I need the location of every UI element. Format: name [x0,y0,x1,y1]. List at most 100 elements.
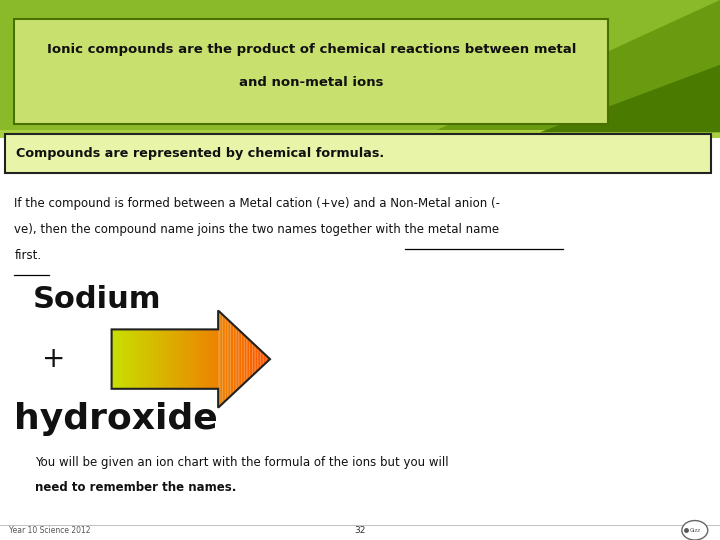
Polygon shape [212,329,213,389]
Polygon shape [156,329,158,389]
Polygon shape [241,332,243,386]
Polygon shape [251,341,253,377]
Polygon shape [172,329,174,389]
Text: ve), then the compound name joins the two names together with the metal name: ve), then the compound name joins the tw… [14,223,500,236]
Polygon shape [117,329,118,389]
Polygon shape [249,340,251,379]
Polygon shape [189,329,191,389]
Text: +: + [42,345,65,373]
FancyBboxPatch shape [14,19,608,124]
Polygon shape [262,352,264,367]
Polygon shape [159,329,161,389]
Polygon shape [232,323,233,395]
Polygon shape [132,329,134,389]
FancyBboxPatch shape [5,134,711,173]
Polygon shape [142,329,143,389]
Polygon shape [175,329,176,389]
Polygon shape [218,310,220,408]
Polygon shape [137,329,138,389]
Polygon shape [254,345,256,374]
Polygon shape [213,329,215,389]
Text: You will be given an ion chart with the formula of the ions but you will: You will be given an ion chart with the … [35,456,448,469]
Polygon shape [125,329,126,389]
Polygon shape [138,329,140,389]
Polygon shape [153,329,154,389]
Circle shape [682,521,708,540]
Polygon shape [197,329,199,389]
Polygon shape [166,329,167,389]
Polygon shape [237,328,238,390]
Polygon shape [176,329,178,389]
Polygon shape [181,329,183,389]
Text: Year 10 Science 2012: Year 10 Science 2012 [9,526,90,535]
Text: need to remember the names.: need to remember the names. [35,481,236,494]
Polygon shape [186,329,188,389]
Polygon shape [261,350,262,368]
Polygon shape [112,329,113,389]
Polygon shape [216,329,217,389]
Polygon shape [135,329,137,389]
Polygon shape [168,329,170,389]
Polygon shape [161,329,162,389]
Polygon shape [243,334,245,384]
Polygon shape [204,329,205,389]
Polygon shape [151,329,153,389]
Polygon shape [191,329,192,389]
Polygon shape [257,347,259,371]
Polygon shape [183,329,184,389]
Polygon shape [167,329,168,389]
Polygon shape [225,318,228,401]
Polygon shape [188,329,189,389]
Polygon shape [248,338,249,380]
Polygon shape [267,356,269,362]
Polygon shape [134,329,135,389]
Polygon shape [200,329,202,389]
Polygon shape [164,329,166,389]
Polygon shape [235,326,237,392]
Polygon shape [224,316,225,402]
Text: If the compound is formed between a Metal cation (+ve) and a Non-Metal anion (-: If the compound is formed between a Meta… [14,197,500,210]
Polygon shape [162,329,164,389]
Polygon shape [127,329,129,389]
Text: Gizz: Gizz [689,528,701,533]
Polygon shape [113,329,114,389]
Text: 32: 32 [354,526,366,535]
Polygon shape [245,335,246,383]
Polygon shape [154,329,156,389]
Polygon shape [432,0,720,132]
Polygon shape [199,329,200,389]
Polygon shape [253,343,254,375]
Polygon shape [233,325,235,393]
Polygon shape [122,329,125,389]
Polygon shape [205,329,207,389]
Text: first.: first. [14,249,42,262]
Polygon shape [265,355,267,363]
Polygon shape [256,346,257,373]
Polygon shape [180,329,181,389]
Polygon shape [184,329,186,389]
FancyBboxPatch shape [0,0,720,132]
Polygon shape [269,357,270,361]
Text: Ionic compounds are the product of chemical reactions between metal: Ionic compounds are the product of chemi… [47,43,576,57]
Polygon shape [229,320,230,397]
Polygon shape [130,329,132,389]
Text: hydroxide: hydroxide [14,402,218,435]
Polygon shape [170,329,172,389]
Text: Compounds are represented by chemical formulas.: Compounds are represented by chemical fo… [16,147,384,160]
Polygon shape [210,329,212,389]
Polygon shape [118,329,120,389]
Polygon shape [207,329,208,389]
Polygon shape [114,329,117,389]
Polygon shape [146,329,148,389]
Polygon shape [259,349,261,369]
Polygon shape [228,319,229,399]
Polygon shape [150,329,151,389]
Polygon shape [202,329,204,389]
Polygon shape [120,329,121,389]
FancyBboxPatch shape [0,130,720,138]
Polygon shape [194,329,196,389]
Polygon shape [121,329,122,389]
Polygon shape [215,329,216,389]
Polygon shape [240,331,241,387]
Polygon shape [158,329,159,389]
